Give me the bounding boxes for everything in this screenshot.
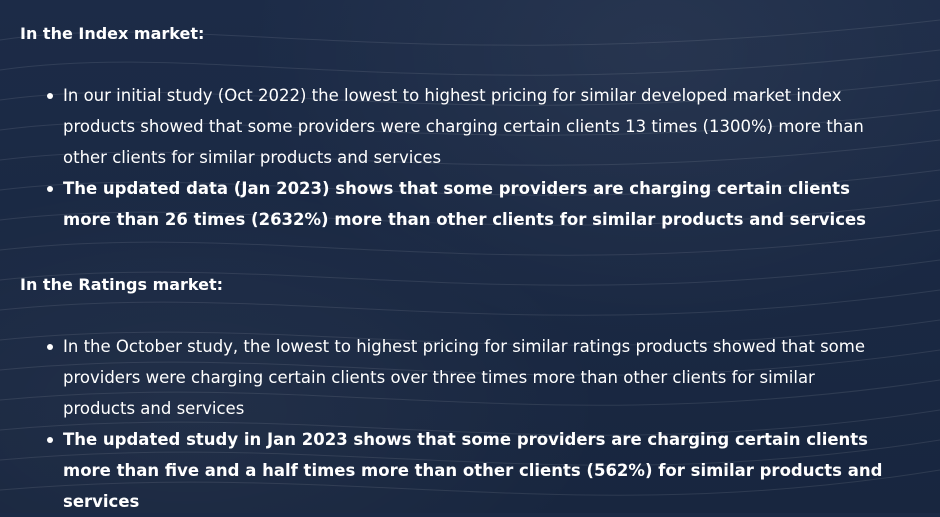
list-item: In our initial study (Oct 2022) the lowe… [20, 80, 890, 173]
ratings-market-heading: In the Ratings market: [20, 275, 224, 294]
index-market-heading: In the Index market: [20, 24, 205, 43]
bullet-icon [47, 437, 53, 443]
bullet-text: The updated study in Jan 2023 shows that… [63, 430, 883, 511]
list-item: The updated study in Jan 2023 shows that… [20, 424, 890, 517]
bullet-text: In our initial study (Oct 2022) the lowe… [63, 86, 864, 167]
index-market-list: In our initial study (Oct 2022) the lowe… [20, 80, 922, 235]
bullet-text: The updated data (Jan 2023) shows that s… [63, 179, 866, 229]
bullet-icon [47, 186, 53, 192]
bullet-text: In the October study, the lowest to high… [63, 337, 865, 418]
ratings-market-list: In the October study, the lowest to high… [20, 331, 922, 517]
list-item: In the October study, the lowest to high… [20, 331, 890, 424]
list-item: The updated data (Jan 2023) shows that s… [20, 173, 890, 235]
bullet-icon [47, 93, 53, 99]
bullet-icon [47, 344, 53, 350]
